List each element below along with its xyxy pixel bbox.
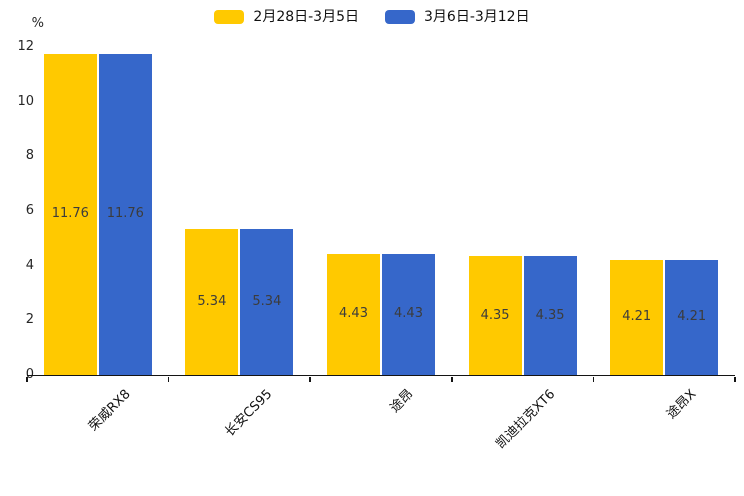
bar-value-label: 5.34 (252, 294, 282, 310)
y-axis-tick-label: 2 (25, 312, 34, 328)
bar-series-0-长安CS95 (185, 229, 239, 375)
y-axis-tick-label: 4 (25, 257, 34, 273)
legend: 2月28日-3月5日 3月6日-3月12日 (0, 8, 744, 26)
bar-value-label: 4.21 (677, 309, 707, 325)
bar-series-0-荣威RX8 (43, 53, 97, 375)
bar-value-label: 4.35 (480, 307, 510, 323)
x-axis-category-label: 途昂 (387, 386, 417, 416)
x-axis-line (27, 375, 735, 376)
legend-label: 2月28日-3月5日 (253, 9, 359, 25)
x-axis-tick (309, 376, 311, 382)
bar-value-label: 11.76 (51, 206, 89, 222)
legend-item-series-0: 2月28日-3月5日 (214, 8, 359, 26)
x-axis-tick (592, 376, 595, 382)
bar-series-1-凯迪拉克XT6 (523, 256, 577, 375)
x-axis-category-label: 长安CS95 (221, 386, 275, 440)
y-axis-tick-label: 8 (25, 148, 34, 164)
bar-series-1-途昂X (665, 259, 719, 375)
x-axis-tick (26, 376, 28, 382)
bar-value-label: 4.21 (622, 309, 652, 325)
bar-series-0-途昂 (327, 253, 380, 375)
x-axis-tick (167, 376, 170, 382)
x-axis-category-label: 途昂X (664, 386, 700, 423)
y-axis-tick-label: 10 (17, 93, 34, 109)
y-axis-tick-label: 0 (25, 367, 34, 382)
legend-item-series-1: 3月6日-3月12日 (385, 8, 530, 26)
x-axis-category-label: 凯迪拉克XT6 (493, 386, 559, 452)
x-axis-category-label: 荣威RX8 (85, 386, 134, 435)
legend-swatch-icon (214, 10, 245, 24)
legend-label: 3月6日-3月12日 (424, 9, 530, 25)
y-axis-tick-label: 6 (25, 203, 34, 218)
bar-value-label: 4.43 (394, 306, 423, 322)
bar-series-1-途昂 (382, 253, 435, 375)
bar-series-0-凯迪拉克XT6 (468, 256, 522, 375)
y-axis-unit-label: % (31, 16, 44, 31)
bar-value-label: 11.76 (106, 206, 144, 222)
x-axis-tick (451, 376, 453, 382)
bar-series-0-途昂X (610, 259, 664, 375)
bar-value-label: 5.34 (197, 294, 227, 310)
y-axis-tick-label: 12 (17, 39, 34, 54)
bar-value-label: 4.43 (339, 306, 368, 322)
x-axis-tick (734, 376, 736, 382)
bar-series-1-荣威RX8 (98, 53, 152, 375)
legend-swatch-icon (385, 10, 415, 24)
bar-series-1-长安CS95 (240, 229, 294, 375)
bar-value-label: 4.35 (535, 307, 565, 323)
